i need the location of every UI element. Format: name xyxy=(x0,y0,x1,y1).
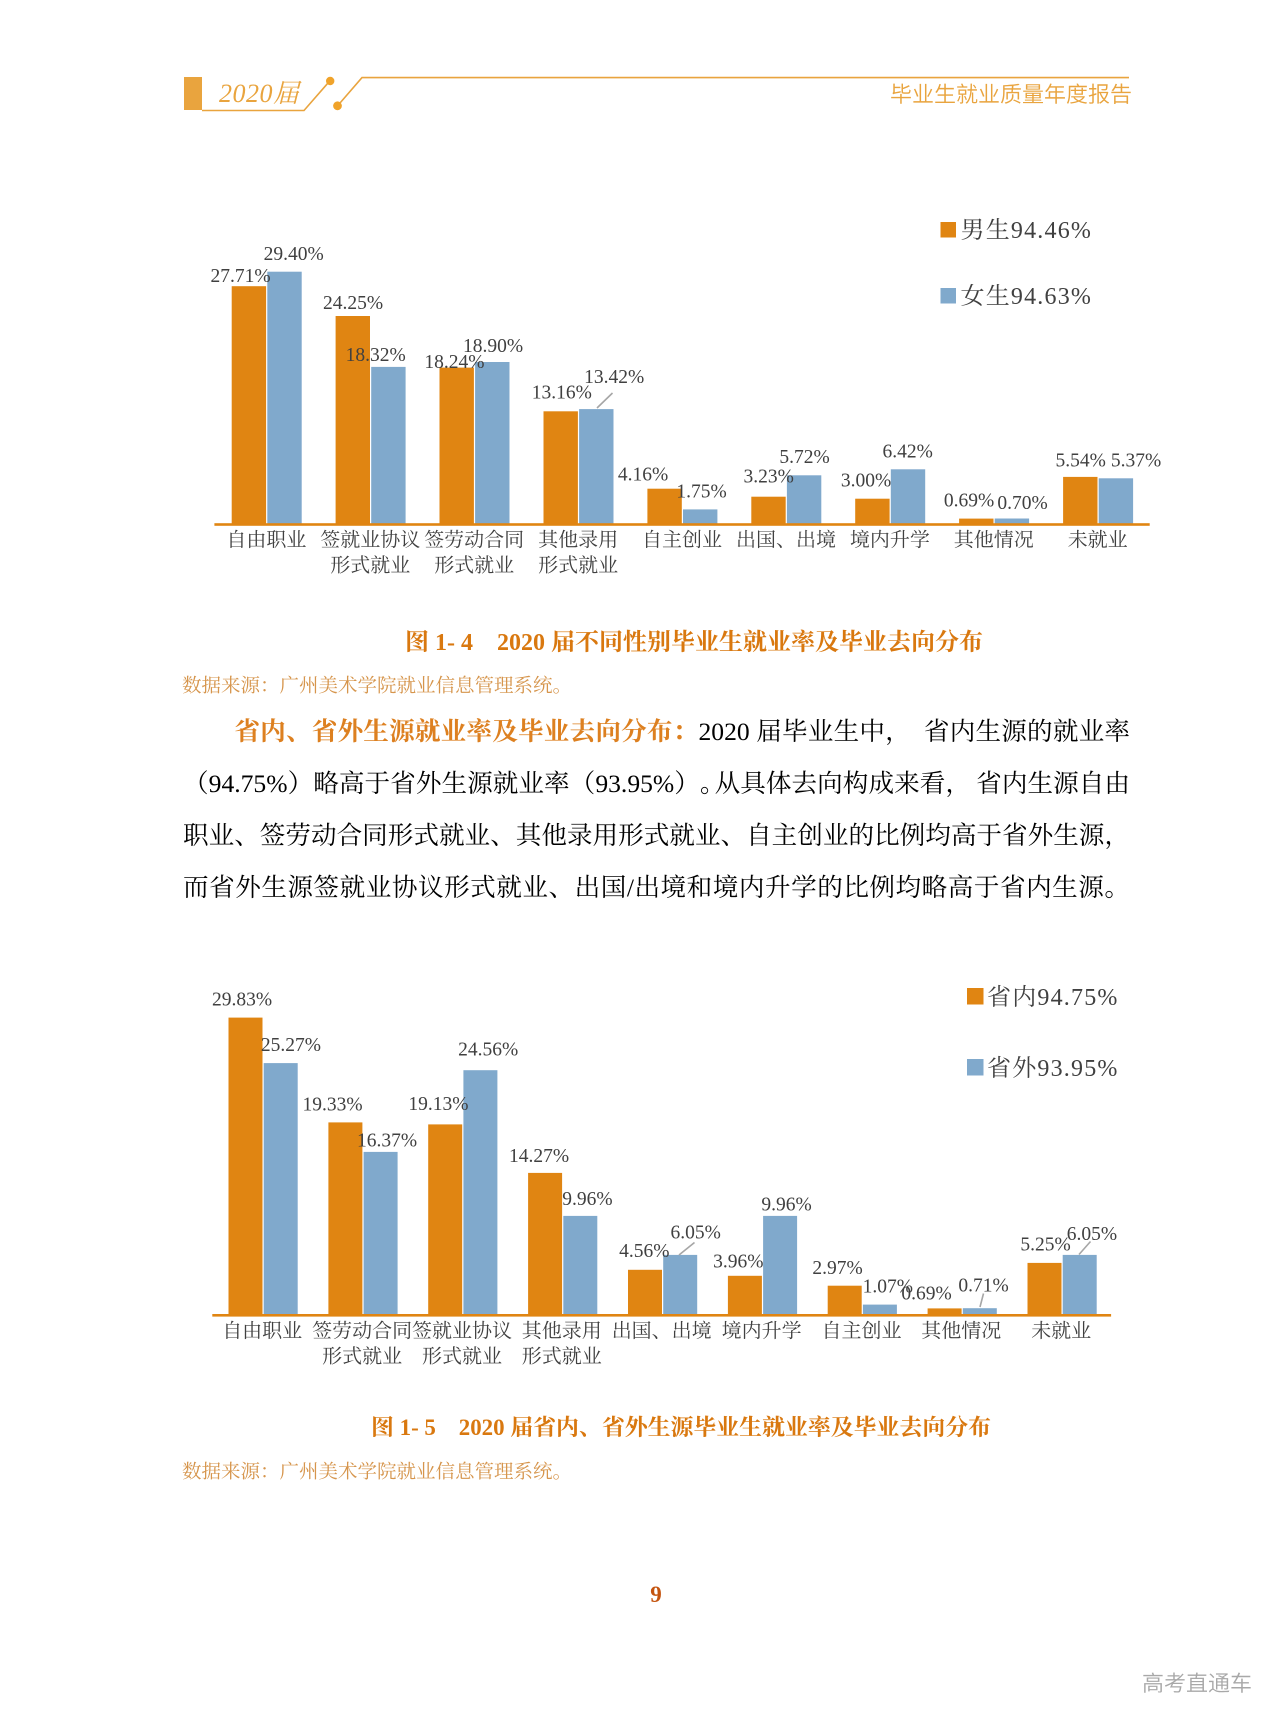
svg-text:3.00%: 3.00% xyxy=(841,471,891,492)
svg-text:9.96%: 9.96% xyxy=(562,1189,612,1210)
svg-text:出国、出境: 出国、出境 xyxy=(736,530,836,552)
svg-text:境内升学: 境内升学 xyxy=(722,1320,802,1342)
svg-text:形式就业: 形式就业 xyxy=(434,555,514,577)
svg-text:其他情况: 其他情况 xyxy=(954,530,1034,552)
svg-text:6.05%: 6.05% xyxy=(671,1223,721,1244)
svg-text:0.69%: 0.69% xyxy=(901,1284,951,1305)
svg-text:19.13%: 19.13% xyxy=(408,1094,468,1115)
svg-text:4.56%: 4.56% xyxy=(619,1241,669,1262)
svg-text:1.75%: 1.75% xyxy=(676,482,726,503)
svg-text:签就业协议: 签就业协议 xyxy=(320,530,420,552)
svg-text:29.40%: 29.40% xyxy=(264,244,324,265)
svg-text:形式就业: 形式就业 xyxy=(322,1346,402,1368)
svg-text:13.42%: 13.42% xyxy=(584,367,644,388)
svg-text:24.25%: 24.25% xyxy=(323,293,383,314)
svg-text:签劳动合同: 签劳动合同 xyxy=(424,530,524,552)
svg-text:0.69%: 0.69% xyxy=(944,491,994,512)
svg-text:5.25%: 5.25% xyxy=(1020,1235,1070,1256)
svg-text:男生94.46%: 男生94.46% xyxy=(961,217,1093,244)
svg-text:13.16%: 13.16% xyxy=(532,383,592,404)
svg-text:自主创业: 自主创业 xyxy=(822,1320,902,1342)
svg-text:27.71%: 27.71% xyxy=(210,266,270,287)
svg-text:3.23%: 3.23% xyxy=(744,467,794,488)
svg-text:0.71%: 0.71% xyxy=(958,1275,1008,1296)
svg-text:6.05%: 6.05% xyxy=(1067,1224,1117,1245)
svg-text:自由职业: 自由职业 xyxy=(226,530,306,552)
svg-text:3.96%: 3.96% xyxy=(713,1252,763,1273)
svg-text:5.54%: 5.54% xyxy=(1056,450,1106,471)
svg-text:自由职业: 自由职业 xyxy=(222,1320,302,1342)
svg-text:19.33%: 19.33% xyxy=(302,1094,362,1115)
svg-text:5.37%: 5.37% xyxy=(1111,450,1161,471)
svg-text:省外93.95%: 省外93.95% xyxy=(987,1055,1119,1082)
svg-text:签劳动合同: 签劳动合同 xyxy=(312,1320,412,1342)
svg-text:其他录用: 其他录用 xyxy=(538,530,618,552)
svg-text:14.27%: 14.27% xyxy=(509,1146,569,1167)
svg-text:2.97%: 2.97% xyxy=(812,1258,862,1279)
svg-text:29.83%: 29.83% xyxy=(212,990,272,1011)
svg-text:未就业: 未就业 xyxy=(1031,1320,1091,1342)
svg-text:4.16%: 4.16% xyxy=(618,465,668,486)
svg-text:出国、出境: 出国、出境 xyxy=(612,1320,712,1342)
svg-text:形式就业: 形式就业 xyxy=(330,555,410,577)
svg-text:18.32%: 18.32% xyxy=(346,345,406,366)
svg-text:5.72%: 5.72% xyxy=(779,447,829,468)
svg-text:省内94.75%: 省内94.75% xyxy=(987,984,1119,1011)
svg-text:签就业协议: 签就业协议 xyxy=(412,1320,512,1342)
svg-text:9.96%: 9.96% xyxy=(761,1195,811,1216)
svg-text:未就业: 未就业 xyxy=(1068,530,1128,552)
svg-text:18.24%: 18.24% xyxy=(424,352,484,373)
svg-text:24.56%: 24.56% xyxy=(458,1039,518,1060)
svg-text:1.07%: 1.07% xyxy=(863,1277,913,1298)
svg-text:其他情况: 其他情况 xyxy=(921,1320,1001,1342)
svg-text:6.42%: 6.42% xyxy=(883,441,933,462)
svg-text:形式就业: 形式就业 xyxy=(422,1346,502,1368)
svg-text:形式就业: 形式就业 xyxy=(522,1346,602,1368)
svg-text:自主创业: 自主创业 xyxy=(642,530,722,552)
svg-text:女生94.63%: 女生94.63% xyxy=(961,283,1093,310)
svg-text:其他录用: 其他录用 xyxy=(522,1320,602,1342)
svg-text:18.90%: 18.90% xyxy=(463,336,523,357)
svg-text:境内升学: 境内升学 xyxy=(850,530,930,552)
svg-text:形式就业: 形式就业 xyxy=(538,555,618,577)
svg-text:0.70%: 0.70% xyxy=(997,493,1047,514)
svg-text:25.27%: 25.27% xyxy=(261,1035,321,1056)
svg-text:16.37%: 16.37% xyxy=(357,1131,417,1152)
